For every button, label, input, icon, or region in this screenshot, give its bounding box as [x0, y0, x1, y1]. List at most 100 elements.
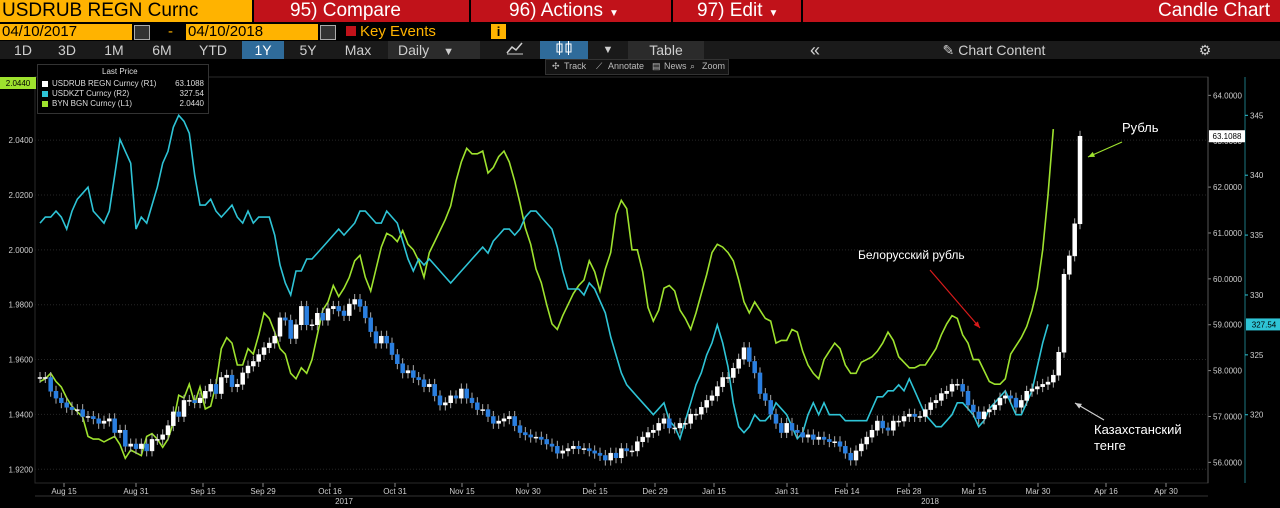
info-icon[interactable]: i — [491, 24, 506, 39]
track-button[interactable]: Track — [564, 61, 587, 71]
legend-value: 63.1088 — [175, 79, 204, 88]
candle-body — [928, 402, 933, 410]
left-axis-tick: 1.9400 — [9, 410, 34, 419]
right-axis-2-tick: 325 — [1250, 351, 1264, 360]
ticker-field[interactable]: USDRUB REGN Curnc — [0, 0, 252, 22]
candle-body — [464, 388, 469, 399]
actions-menu[interactable]: 96) Actions ▼ — [471, 0, 671, 22]
zoom-button[interactable]: Zoom — [702, 61, 726, 71]
series-line-usdkzt — [39, 113, 1049, 442]
candle-body — [101, 420, 107, 424]
key-events-label[interactable]: Key Events — [360, 23, 436, 40]
legend-item-usdrub[interactable]: USDRUB REGN Curncy (R1) 63.1088 — [42, 79, 206, 89]
header-bar: USDRUB REGN Curnc 95) Compare 96) Action… — [0, 0, 1280, 22]
candle-body — [619, 448, 624, 459]
candle-body — [91, 416, 96, 420]
candle-body — [459, 388, 464, 399]
candle-body — [683, 423, 688, 425]
compare-button[interactable]: 95) Compare — [254, 0, 469, 22]
candle-body — [523, 432, 528, 436]
end-date-field[interactable]: 04/10/2018 — [186, 24, 318, 40]
right-axis-1-tick: 58.0000 — [1213, 367, 1242, 376]
x-axis-tick: Nov 30 — [515, 487, 541, 496]
candle-body — [176, 411, 181, 417]
zoom-icon[interactable]: ⌕ — [690, 61, 696, 71]
annotate-button[interactable]: Annotate — [608, 61, 645, 71]
frequency-dropdown[interactable]: Daily ▼ — [388, 41, 480, 59]
period-5y[interactable]: 5Y — [299, 42, 317, 58]
candle-body — [240, 372, 245, 385]
candle-body — [144, 443, 149, 452]
chevron-down-icon[interactable]: ▼ — [602, 44, 614, 56]
candle-body — [283, 317, 288, 321]
x-axis-tick: Dec 29 — [642, 487, 668, 496]
candle-body — [427, 384, 432, 387]
period-3d[interactable]: 3D — [58, 42, 76, 58]
news-button[interactable]: News — [664, 61, 687, 71]
right-axis-2-tick: 335 — [1250, 231, 1264, 240]
chevron-down-icon: ▼ — [443, 46, 455, 58]
chart-content-button[interactable]: ✎ Chart Content — [914, 41, 1074, 59]
x-axis-year: 2018 — [921, 497, 939, 506]
candle-body — [1067, 255, 1072, 275]
legend-swatch — [42, 101, 48, 107]
start-date-field[interactable]: 04/10/2017 — [0, 24, 132, 40]
candle-body — [245, 365, 251, 374]
candle-body — [395, 354, 400, 364]
candle-body — [773, 413, 779, 424]
candle-body — [1035, 386, 1040, 390]
period-max[interactable]: Max — [344, 42, 372, 58]
candle-body — [544, 439, 549, 445]
candle-body — [315, 313, 320, 325]
candle-body — [1019, 400, 1024, 408]
candle-body — [277, 317, 283, 337]
legend-name: USDRUB REGN Curncy (R1) — [52, 79, 157, 88]
gear-icon[interactable]: ⚙ — [1198, 42, 1212, 58]
period-1m[interactable]: 1M — [104, 42, 124, 58]
candle-body — [267, 342, 272, 348]
candle-body — [128, 443, 133, 447]
candle-body — [923, 409, 928, 417]
right-axis-1-tick: 59.0000 — [1213, 321, 1242, 330]
candle-body — [1072, 223, 1077, 257]
candle-body — [288, 319, 293, 339]
candle-body — [496, 420, 501, 424]
candle-body — [352, 299, 357, 305]
key-events-swatch — [346, 26, 356, 36]
line-chart-icon[interactable] — [500, 41, 530, 59]
legend-item-byn[interactable]: BYN BGN Curncy (L1) 2.0440 — [42, 99, 206, 109]
calendar-icon[interactable] — [320, 25, 336, 40]
candle-body — [752, 361, 757, 374]
candle-body — [203, 390, 208, 399]
candle-body — [629, 450, 635, 453]
table-button[interactable]: Table — [628, 41, 704, 59]
candle-body — [987, 409, 992, 413]
left-axis-tick: 1.9200 — [9, 465, 34, 474]
candle-body — [187, 400, 192, 402]
candle-body — [43, 377, 48, 379]
candle-body — [165, 425, 171, 436]
calendar-icon[interactable] — [134, 25, 150, 40]
candle-body — [517, 425, 523, 433]
candle-body — [891, 420, 896, 431]
legend-item-usdkzt[interactable]: USDKZT Curncy (R2) 327.54 — [42, 89, 206, 99]
period-6m[interactable]: 6M — [152, 42, 172, 58]
candle-body — [656, 423, 661, 431]
candle-body — [901, 416, 907, 422]
candle-body — [1008, 395, 1013, 399]
collapse-button[interactable]: « — [809, 40, 820, 60]
candle-chart-icon[interactable] — [540, 41, 588, 59]
candle-body — [704, 400, 709, 408]
candle-body — [261, 347, 267, 355]
chart-area[interactable]: 2.0400 2.0200 2.0000 1.9800 1.9600 1.9400 1.92… — [0, 59, 1280, 508]
edit-menu[interactable]: 97) Edit ▼ — [673, 0, 801, 22]
candle-body — [437, 395, 443, 406]
period-1y[interactable]: 1Y — [242, 41, 284, 59]
track-icon[interactable]: ✣ — [552, 61, 560, 71]
annotate-icon[interactable]: ⟋ — [596, 61, 603, 71]
period-1d[interactable]: 1D — [14, 42, 32, 58]
news-icon[interactable]: ▤ — [652, 61, 661, 71]
x-axis-tick: Nov 15 — [449, 487, 475, 496]
candle-body — [885, 427, 891, 431]
period-ytd[interactable]: YTD — [199, 42, 227, 58]
